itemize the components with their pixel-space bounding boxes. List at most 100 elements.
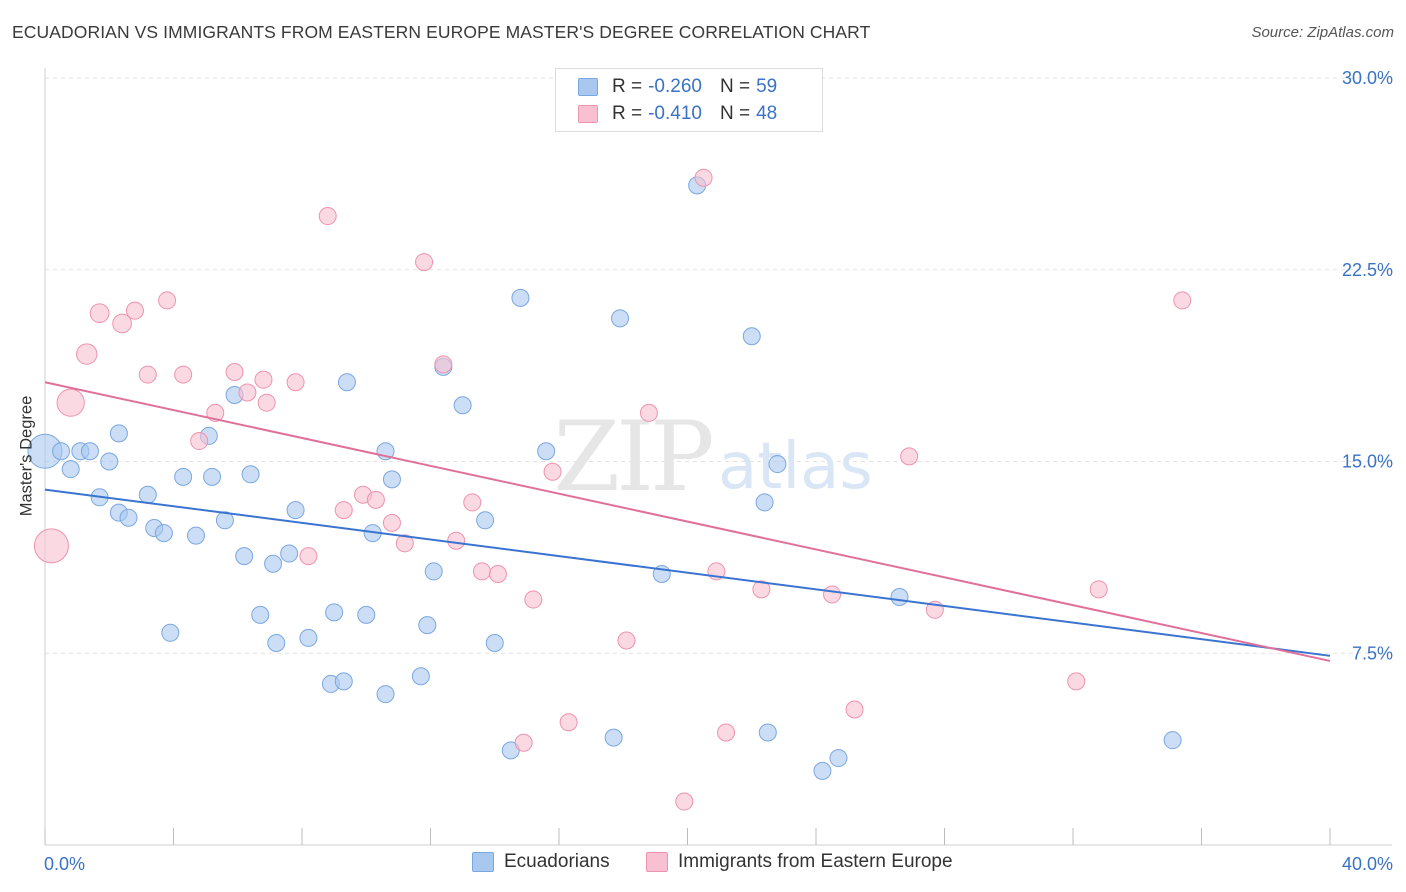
immigrant-point <box>639 403 658 422</box>
immigrant-point <box>254 370 273 389</box>
immigrant-point <box>138 365 157 384</box>
x-tick-labels: 0.0% 40.0% <box>44 854 1393 874</box>
immigrant-point <box>125 301 144 320</box>
chart-source: Source: ZipAtlas.com <box>1251 24 1394 41</box>
watermark-zip: ZIP <box>553 401 712 513</box>
ecuadorian-point <box>161 623 180 642</box>
legend-swatch-blue <box>472 852 494 872</box>
ecuadorian-point <box>215 511 234 530</box>
y-axis-title: Master's Degree <box>17 395 36 517</box>
immigrant-point <box>514 733 533 752</box>
immigrant-point <box>472 562 491 581</box>
immigrant-point <box>1089 580 1108 599</box>
immigrant-point <box>366 490 385 509</box>
ecuadorian-point <box>357 605 376 624</box>
ecuadorian-point <box>829 749 848 768</box>
immigrant-point <box>158 291 177 310</box>
ecuadorian-point <box>424 562 443 581</box>
ecuadorian-point <box>611 309 630 328</box>
immigrant-point <box>559 713 578 732</box>
immigrant-point <box>334 501 353 520</box>
ecuadorian-point <box>264 554 283 573</box>
ecuadorian-point <box>61 460 80 479</box>
ecuadorian-point <box>109 424 128 443</box>
y-tick-label: 7.5% <box>1352 643 1393 663</box>
legend-swatch-blue <box>578 78 598 96</box>
ecuadorian-point <box>511 288 530 307</box>
ecuadorian-point <box>485 634 504 653</box>
ecuadorian-point <box>174 467 193 486</box>
immigrant-point <box>694 168 713 187</box>
ecuadorian-point <box>768 455 787 474</box>
watermark: ZIP atlas <box>553 401 872 513</box>
ecuadorian-point <box>138 485 157 504</box>
immigrant-point <box>675 792 694 811</box>
ecuadorian-trendline <box>44 488 1331 657</box>
legend-n-value: 59 <box>756 76 778 97</box>
x-tick-label: 40.0% <box>1342 854 1393 874</box>
immigrant-point <box>463 493 482 512</box>
legend-n-label: N = <box>719 103 751 124</box>
immigrant-point <box>1067 672 1086 691</box>
ecuadorian-point <box>100 452 119 471</box>
legend-n-value: 48 <box>756 103 778 124</box>
immigrant-point <box>286 373 305 392</box>
immigrant-point <box>174 365 193 384</box>
ecuadorian-point <box>286 501 305 520</box>
immigrant-point <box>238 383 257 402</box>
immigrant-point <box>900 447 919 466</box>
ecuadorian-point <box>755 493 774 512</box>
immigrant-point <box>206 403 225 422</box>
ecuadorian-point <box>80 442 99 461</box>
legend-r-value: -0.410 <box>648 103 702 124</box>
immigrant-point <box>225 363 244 382</box>
immigrant-point <box>1173 291 1192 310</box>
immigrant-point <box>543 462 562 481</box>
legend-r-label: R = <box>612 103 643 124</box>
chart-title: ECUADORIAN VS IMMIGRANTS FROM EASTERN EU… <box>12 22 871 42</box>
immigrant-point <box>89 303 110 324</box>
immigrant-point <box>56 388 85 417</box>
ecuadorian-point <box>1163 731 1182 750</box>
legend-label: Ecuadorians <box>504 851 610 872</box>
x-tick-label: 0.0% <box>44 854 85 874</box>
legend-item-ecuadorians[interactable]: Ecuadorians <box>472 851 610 873</box>
legend-swatch-pink <box>646 852 668 872</box>
ecuadorian-point <box>813 761 832 780</box>
ecuadorian-point <box>411 667 430 686</box>
y-tick-label: 15.0% <box>1342 452 1393 472</box>
ecuadorian-point <box>241 465 260 484</box>
ecuadorian-point <box>154 524 173 543</box>
immigrant-point <box>845 700 864 719</box>
series-ecuadorians <box>27 176 1182 780</box>
ecuadorian-point <box>119 508 138 527</box>
immigrant-point <box>617 631 636 650</box>
immigrant-point <box>524 590 543 609</box>
ecuadorian-point <box>267 634 286 653</box>
legend-swatch-pink <box>578 105 598 123</box>
ecuadorian-point <box>337 373 356 392</box>
y-tick-label: 22.5% <box>1342 260 1393 280</box>
ecuadorian-point <box>604 728 623 747</box>
immigrant-point <box>112 313 132 334</box>
legend-item-immigrants[interactable]: Immigrants from Eastern Europe <box>646 851 953 873</box>
legend-row-immigrants: R = -0.410 N = 48 <box>578 101 777 127</box>
immigrant-point <box>447 531 466 550</box>
immigrant-point <box>190 432 209 451</box>
trendlines <box>44 381 1331 662</box>
ecuadorian-point <box>742 327 761 346</box>
ecuadorian-point <box>251 605 270 624</box>
immigrant-point <box>299 547 318 566</box>
ecuadorian-point <box>235 547 254 566</box>
immigrant-point <box>488 564 507 583</box>
immigrant-point <box>33 528 69 564</box>
immigrant-trendline <box>44 381 1331 662</box>
immigrant-point <box>257 393 276 412</box>
immigrant-point <box>717 723 736 742</box>
legend-label: Immigrants from Eastern Europe <box>678 851 953 872</box>
immigrant-point <box>318 207 337 226</box>
ecuadorian-point <box>376 685 395 704</box>
immigrant-point <box>395 534 414 553</box>
immigrant-point <box>823 585 842 604</box>
